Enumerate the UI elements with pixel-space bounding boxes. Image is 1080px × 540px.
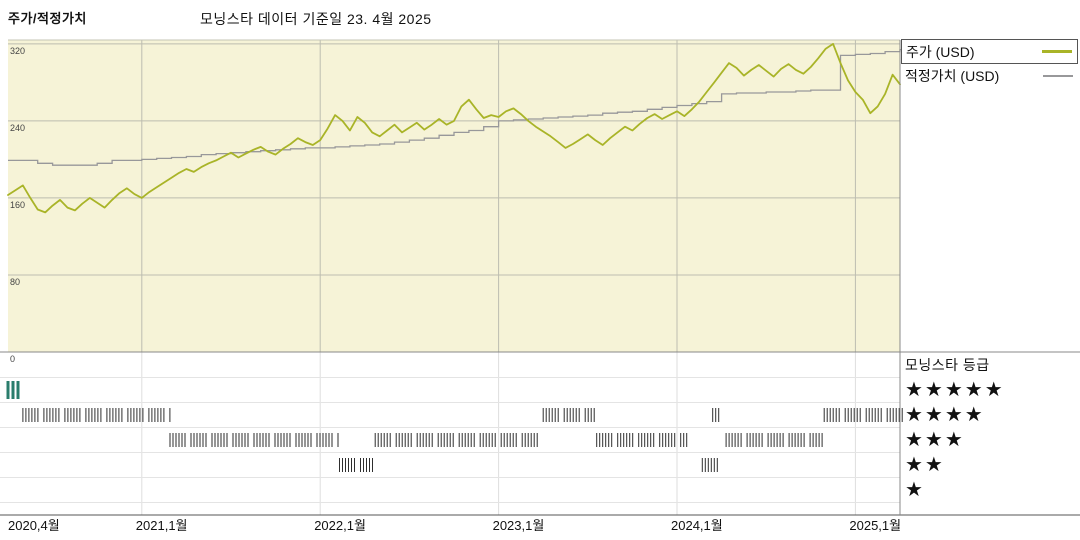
y-axis-label: 0 <box>10 354 15 364</box>
plot-background <box>8 40 900 352</box>
x-axis-label: 2023,1월 <box>493 518 545 533</box>
x-axis-label: 2021,1월 <box>136 518 188 533</box>
legend-price-label: 주가 (USD) <box>906 43 975 60</box>
star-row-2: ★★ <box>905 454 945 476</box>
rating-legend: 모닝스타 등급 ★★★★★ ★★★★ ★★★ ★★ ★ <box>905 355 1077 503</box>
x-axis-label: 2020,4월 <box>8 518 60 533</box>
star-row-5: ★★★★★ <box>905 379 1005 401</box>
star-row-4: ★★★★ <box>905 404 985 426</box>
y-axis-label: 80 <box>10 277 20 287</box>
legend-item-fair-value: 적정가치 (USD) <box>901 64 1078 87</box>
y-axis-label: 240 <box>10 123 25 133</box>
legend-item-price: 주가 (USD) <box>901 39 1078 64</box>
y-axis-label: 160 <box>10 200 25 210</box>
x-axis-label: 2024,1월 <box>671 518 723 533</box>
fair-value-line <box>8 48 915 166</box>
price-line <box>7 43 901 214</box>
fair-value-line-swatch-icon <box>1043 74 1073 77</box>
chart-subtitle: 모닝스타 데이터 기준일 23. 4월 2025 <box>200 11 432 27</box>
x-axis-label: 2025,1월 <box>849 518 901 533</box>
price-line-swatch-icon <box>1042 50 1072 53</box>
x-axis-label: 2022,1월 <box>314 518 366 533</box>
legend-fair-value-label: 적정가치 (USD) <box>905 67 1000 84</box>
star-row-3: ★★★ <box>905 429 965 451</box>
series-legend: 주가 (USD) 적정가치 (USD) <box>901 39 1078 87</box>
y-axis-label: 320 <box>10 46 25 56</box>
rating-legend-title: 모닝스타 등급 <box>905 357 990 373</box>
chart-title: 주가/적정가치 <box>8 11 87 26</box>
star-row-1: ★ <box>905 479 925 501</box>
